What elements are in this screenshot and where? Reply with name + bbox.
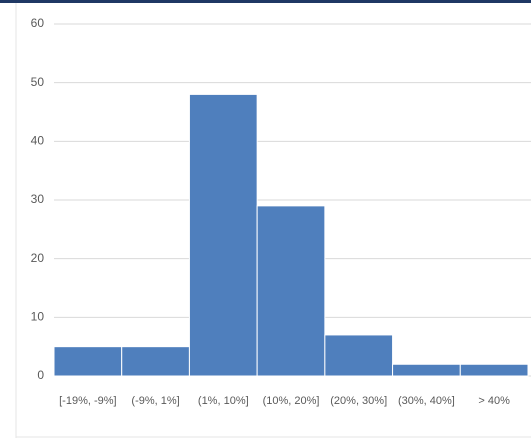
x-tick-label: [-19%, -9%] [59, 395, 116, 407]
x-tick-label: (-9%, 1%] [131, 395, 179, 407]
bar [324, 334, 394, 377]
bar [188, 93, 258, 377]
bar [53, 346, 123, 377]
x-tick-label: (1%, 10%] [198, 395, 249, 407]
bar [459, 363, 529, 377]
bar [392, 363, 461, 377]
y-tick-label: 20 [31, 251, 45, 265]
x-tick-label: (10%, 20%] [263, 395, 320, 407]
y-tick-label: 10 [31, 310, 45, 324]
y-tick-label: 50 [31, 75, 45, 89]
x-tick-label: (20%, 30%] [330, 395, 387, 407]
bar [121, 346, 190, 377]
top-border [0, 0, 531, 3]
bar [256, 205, 326, 377]
y-tick-label: 40 [31, 134, 45, 148]
y-tick-label: 30 [31, 192, 45, 206]
y-tick-label: 0 [37, 368, 44, 382]
x-tick-label: (30%, 40%] [398, 395, 455, 407]
x-tick-label: > 40% [478, 395, 510, 407]
y-tick-label: 60 [31, 16, 45, 30]
